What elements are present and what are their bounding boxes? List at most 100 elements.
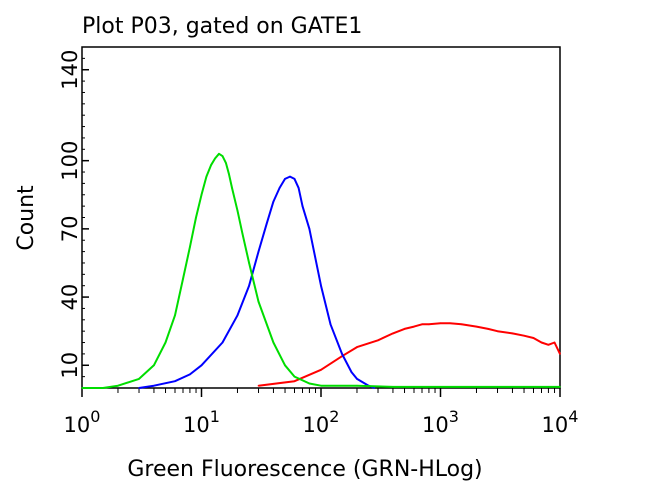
y-axis-ticks: 10 40 70 100 140 [58,46,89,389]
x-tick-exponent: 2 [329,407,339,426]
data-point [320,384,322,387]
y-tick-label: 70 [58,215,82,242]
data-point [257,250,260,253]
series-0 [257,322,561,387]
data-point [236,314,239,317]
data-point [329,323,332,326]
data-point [189,246,191,248]
x-tick-label: 101 [183,407,220,437]
data-point [293,380,296,382]
data-point [117,384,119,387]
data-point [301,205,304,207]
x-tick-exponent: 4 [568,407,578,426]
x-tick-label: 102 [303,407,340,437]
y-tick-label: 40 [58,284,82,311]
series-line [82,152,560,389]
data-point [320,369,322,371]
data-point [200,364,203,367]
data-point [248,284,250,287]
data-point [81,387,83,389]
data-point [559,353,561,355]
data-point [439,322,442,325]
data-point [257,384,260,387]
data-point [356,346,358,348]
x-tick-label: 103 [422,407,459,437]
data-point [297,187,300,189]
x-tick-exponent: 1 [210,407,220,426]
data-point [189,373,191,376]
data-point [356,378,358,380]
data-point [341,353,343,355]
y-tick-label: 140 [58,50,82,90]
data-point [403,328,406,330]
data-point [221,155,224,157]
data-point [241,232,244,235]
x-tick-label: 104 [542,407,579,437]
x-tick-base: 10 [542,413,569,437]
data-point [547,344,550,346]
data-point [511,332,514,335]
data-point [228,173,230,176]
series-line [258,322,561,387]
x-tick-exponent: 0 [90,407,100,426]
x-tick-exponent: 3 [449,407,459,426]
data-point [221,341,224,344]
data-point [284,364,286,367]
data-point [540,341,543,344]
data-point [439,386,442,388]
data-point [231,187,233,189]
data-point [214,157,216,160]
data-point [413,325,415,328]
y-tick-label: 100 [58,141,82,181]
data-point [284,178,286,180]
data-point [265,223,268,226]
data-point [210,164,212,167]
x-tick-base: 10 [64,413,91,437]
data-point [289,175,291,178]
data-point [496,330,499,332]
data-point [182,278,184,280]
data-point [174,314,176,317]
series-1 [138,175,376,389]
data-point [102,387,104,389]
y-tick-label: 10 [58,352,82,379]
data-point [195,216,197,219]
data-point [392,332,394,335]
x-axis-title: Green Fluorescence (GRN-HLog) [127,457,482,482]
data-point [200,193,203,196]
data-point [475,325,478,328]
x-tick-base: 10 [422,413,449,437]
data-point [373,387,376,389]
data-point [218,153,220,155]
data-point [350,371,353,373]
data-point [138,387,140,389]
data-point [225,162,227,164]
data-point [153,384,155,387]
data-point [308,382,311,385]
data-point [293,375,296,378]
data-point [257,300,260,303]
data-point [460,323,463,326]
data-point [174,380,176,382]
data-point [559,386,561,388]
data-point [308,228,311,230]
data-point [248,262,250,264]
data-point [236,209,239,212]
data-point [138,378,140,380]
y-axis-title: Count [14,185,39,251]
data-point [356,384,358,387]
series-2 [81,152,561,389]
data-point [523,334,525,337]
data-point [487,328,489,330]
data-point [449,322,451,325]
data-point [278,187,281,189]
x-axis-ticks: 100 101 102 103 104 [64,388,579,437]
data-point [272,341,275,344]
data-point [205,175,208,178]
data-point [320,284,322,287]
data-point [272,200,275,203]
data-point [532,337,535,339]
plot-frame [81,46,561,389]
data-point [553,341,556,344]
